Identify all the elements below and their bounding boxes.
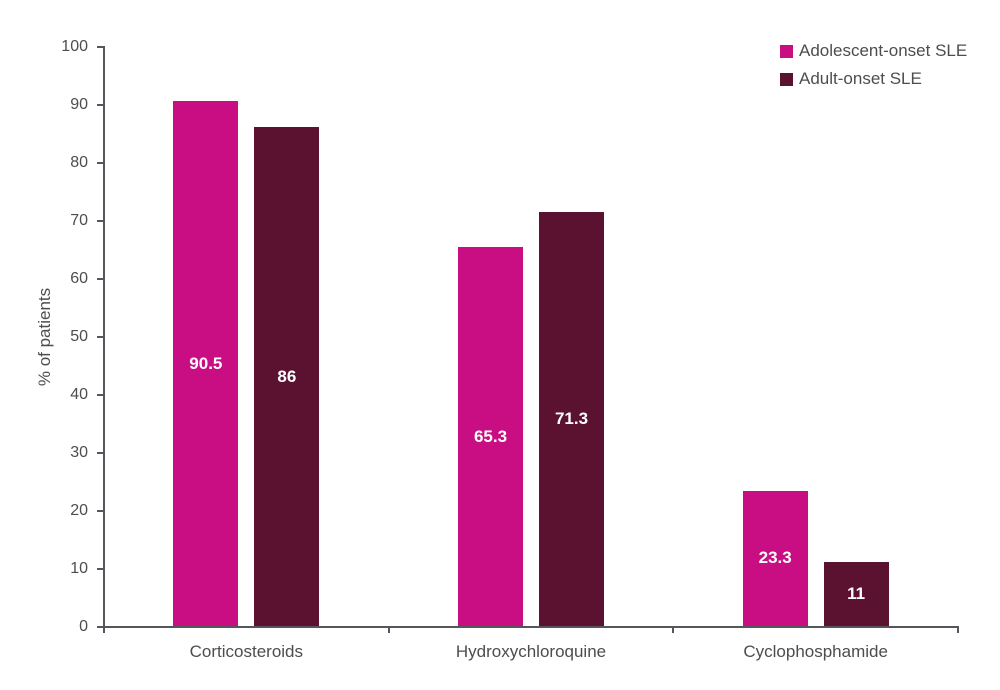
legend-item-adolescent: Adolescent-onset SLE [780,41,968,60]
y-tick-label: 10 [70,560,88,577]
bar-adolescent: 65.3 [458,247,523,626]
bar-adult: 86 [254,127,320,626]
x-category-label: Cyclophosphamide [743,642,888,661]
y-tick-label: 70 [70,212,88,229]
bar-adolescent: 90.5 [173,101,239,626]
y-tick-mark [97,336,104,338]
y-tick-mark [97,220,104,222]
bar-adult: 11 [823,562,889,626]
y-tick-label: 20 [70,502,88,519]
bar-adult: 71.3 [539,212,604,626]
bar-value-label: 71.3 [554,409,589,429]
bar-value-label: 90.5 [189,353,223,373]
x-axis-line [103,626,959,628]
y-tick-label: 80 [70,154,88,171]
y-tick-mark [97,394,104,396]
x-category-label: Corticosteroids [189,642,304,661]
y-tick-mark [97,568,104,570]
legend: Adolescent-onset SLE Adult-onset SLE [780,41,968,100]
y-tick-mark [97,278,104,280]
x-tick-mark [103,626,105,633]
y-tick-mark [97,452,104,454]
y-tick-mark [97,104,104,106]
legend-item-adult: Adult-onset SLE [780,69,967,88]
bar-adolescent: 23.3 [742,490,808,626]
legend-label-adult: Adult-onset SLE [799,69,922,88]
y-tick-label: 0 [79,618,88,635]
y-tick-label: 50 [70,328,88,345]
x-tick-mark [672,626,675,633]
legend-swatch-adolescent-icon [780,44,793,58]
x-category-label: Hydroxychloroquine [455,642,607,661]
y-tick-label: 40 [70,386,88,403]
y-tick-label: 90 [70,96,88,113]
bar-value-label: 86 [277,366,297,386]
y-axis-title: % of patients [35,287,54,387]
bar-value-label: 23.3 [758,548,792,568]
y-tick-label: 30 [70,444,88,461]
legend-label-adolescent: Adolescent-onset SLE [799,41,968,60]
legend-swatch-adult-icon [780,72,793,86]
x-tick-mark [957,626,959,633]
y-tick-label: 60 [70,270,88,287]
y-tick-mark [97,46,104,48]
y-tick-label: 100 [61,38,88,55]
y-tick-mark [97,510,104,512]
y-tick-mark [97,162,104,164]
x-tick-mark [387,626,390,633]
y-axis-line [103,46,105,627]
bar-value-label: 65.3 [473,426,508,446]
y-tick-mark [97,626,104,628]
bar-value-label: 11 [847,584,866,604]
